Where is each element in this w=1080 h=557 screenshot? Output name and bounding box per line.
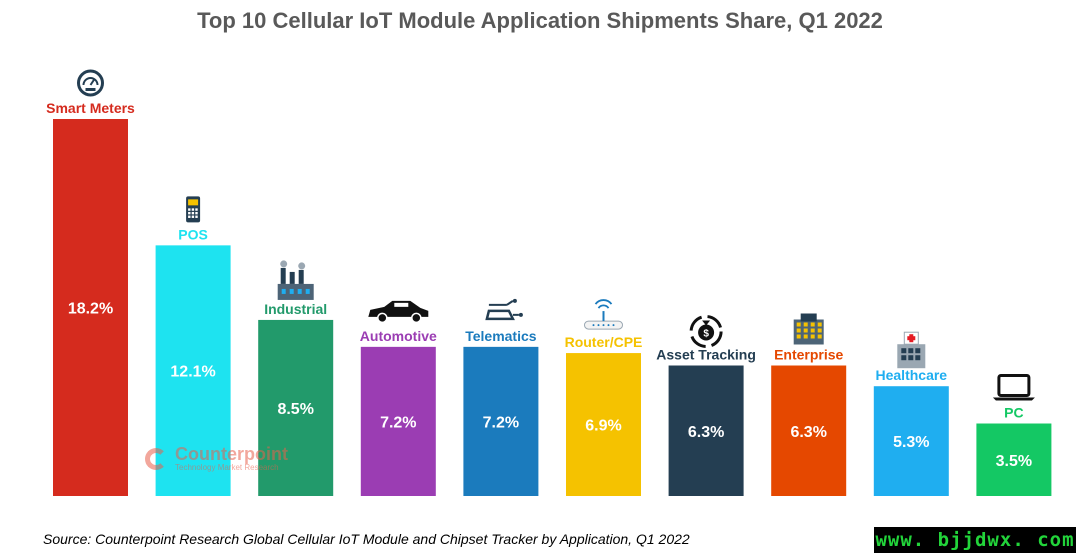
category-label-pos: POS [178,226,208,242]
category-label-telematics: Telematics [465,328,537,344]
bar-asset-tracking [668,365,744,496]
value-label-router-cpe: 6.9% [585,418,621,435]
office-building-icon [793,313,824,345]
category-label-healthcare: Healthcare [876,367,948,383]
value-label-pc: 3.5% [996,453,1032,470]
bar-pc [976,423,1052,496]
counterpoint-logo-icon [145,447,167,470]
counterpoint-logo-name: Counterpoint [175,444,288,464]
bar-chart: $ 18.2% Smart Meters 12.1% POS 8.5% Industria… [46,69,1052,496]
laptop-icon [992,374,1035,401]
category-label-asset-tracking: Asset Tracking [656,347,756,363]
bar-telematics [463,346,539,496]
source-note: Source: Counterpoint Research Global Cel… [43,531,690,547]
category-label-industrial: Industrial [264,301,327,317]
value-label-telematics: 7.2% [483,414,519,431]
value-label-industrial: 8.5% [277,401,313,418]
bar-healthcare [873,386,949,496]
bar-industrial [258,319,334,496]
category-label-router-cpe: Router/CPE [565,334,643,350]
counterpoint-logo-tagline: Technology Market Research [175,463,279,472]
chart-title: Top 10 Cellular IoT Module Application S… [197,8,883,33]
money-bag-cycle-icon: $ [689,315,723,348]
counterpoint-logo: Counterpoint Technology Market Research [145,445,288,472]
bar-pos [155,245,231,496]
bar-automotive [360,346,436,496]
value-label-enterprise: 6.3% [790,424,826,441]
pos-terminal-icon [186,196,201,223]
connected-car-icon [485,298,523,321]
svg-text:$: $ [703,329,709,340]
value-label-smart-meters: 18.2% [68,301,113,318]
bar-enterprise [771,365,847,496]
car-icon [368,300,429,324]
category-label-automotive: Automotive [360,328,437,344]
value-label-automotive: 7.2% [380,414,416,431]
wifi-router-icon [584,299,623,330]
value-label-asset-tracking: 6.3% [688,424,724,441]
category-label-smart-meters: Smart Meters [46,100,135,116]
bar-router-cpe [566,353,641,496]
hospital-icon [897,331,926,369]
category-label-enterprise: Enterprise [774,347,843,363]
category-label-pc: PC [1004,405,1023,421]
value-label-healthcare: 5.3% [893,434,929,451]
watermark: www. bjjdwx. com [874,527,1076,553]
factory-icon [277,260,314,300]
value-label-pos: 12.1% [170,364,215,381]
icons-layer: $ [77,69,1035,401]
labels-layer: 18.2% Smart Meters 12.1% POS 8.5% Industrial 7… [46,100,1032,470]
bar-smart-meters [53,119,128,496]
bars-layer [53,119,1052,496]
meter-gauge-icon [77,69,104,97]
